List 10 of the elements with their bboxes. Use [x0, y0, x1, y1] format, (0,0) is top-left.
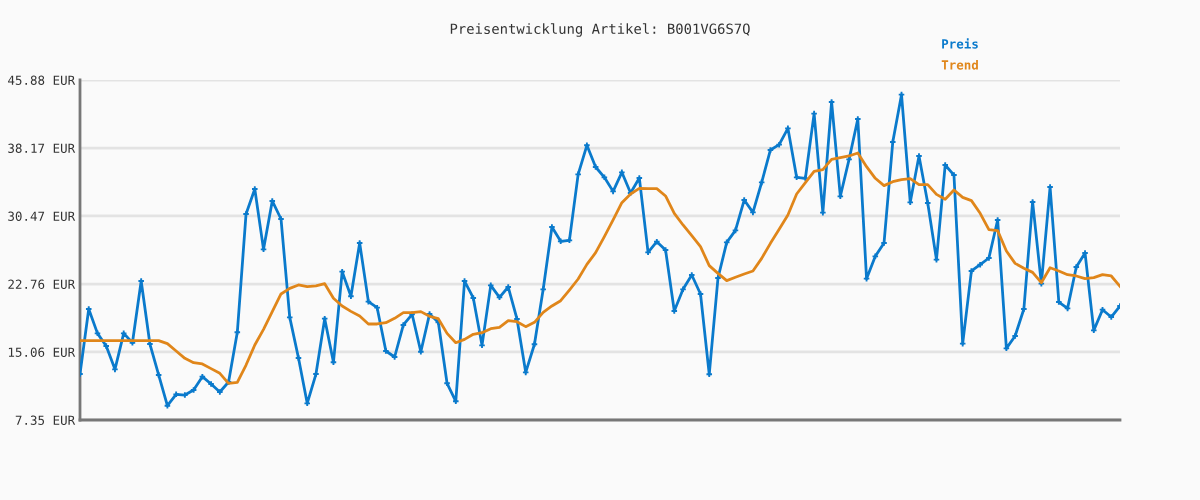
text: Preis: [942, 38, 978, 49]
text: Trend: [941, 59, 978, 70]
line-series: [80, 151, 1120, 385]
y-tick-label: 22.76 EUR: [8, 279, 76, 289]
chart-title: Preisentwicklung Artikel: B001VG6S7Q: [450, 23, 750, 37]
y-tick-label: 7.35 EUR: [15, 415, 76, 425]
y-tick-label: 15.06 EUR: [8, 347, 76, 357]
y-tick-label: 38.17 EUR: [8, 143, 76, 153]
y-tick-label: 30.47 EUR: [8, 211, 76, 221]
y-tick-label: 45.88 EUR: [8, 75, 76, 85]
